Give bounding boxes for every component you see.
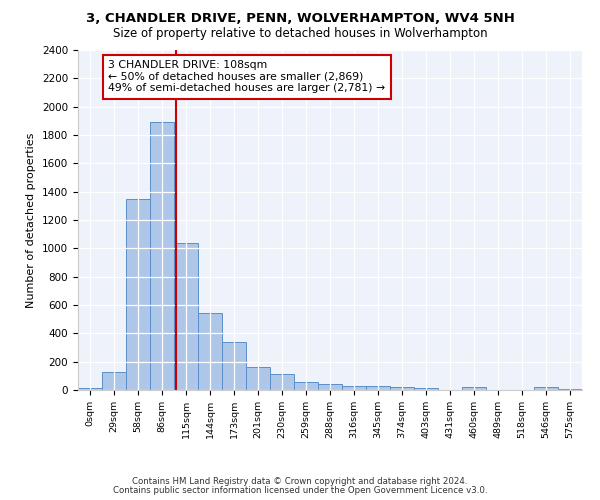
- Bar: [534, 387, 558, 390]
- Text: Size of property relative to detached houses in Wolverhampton: Size of property relative to detached ho…: [113, 28, 487, 40]
- Bar: [246, 366, 270, 390]
- Bar: [342, 386, 366, 390]
- Text: Contains public sector information licensed under the Open Government Licence v3: Contains public sector information licen…: [113, 486, 487, 495]
- Bar: [222, 342, 246, 390]
- Bar: [126, 198, 150, 390]
- Bar: [102, 372, 126, 390]
- Y-axis label: Number of detached properties: Number of detached properties: [26, 132, 37, 308]
- Bar: [366, 386, 390, 390]
- Bar: [462, 387, 486, 390]
- Bar: [414, 388, 438, 390]
- Bar: [390, 387, 414, 390]
- Bar: [270, 374, 294, 390]
- Text: Contains HM Land Registry data © Crown copyright and database right 2024.: Contains HM Land Registry data © Crown c…: [132, 477, 468, 486]
- Text: 3, CHANDLER DRIVE, PENN, WOLVERHAMPTON, WV4 5NH: 3, CHANDLER DRIVE, PENN, WOLVERHAMPTON, …: [86, 12, 514, 26]
- Bar: [198, 313, 222, 390]
- Text: 3 CHANDLER DRIVE: 108sqm
← 50% of detached houses are smaller (2,869)
49% of sem: 3 CHANDLER DRIVE: 108sqm ← 50% of detach…: [108, 60, 385, 94]
- Bar: [174, 242, 198, 390]
- Bar: [78, 388, 102, 390]
- Bar: [294, 382, 318, 390]
- Bar: [150, 122, 174, 390]
- Bar: [318, 384, 342, 390]
